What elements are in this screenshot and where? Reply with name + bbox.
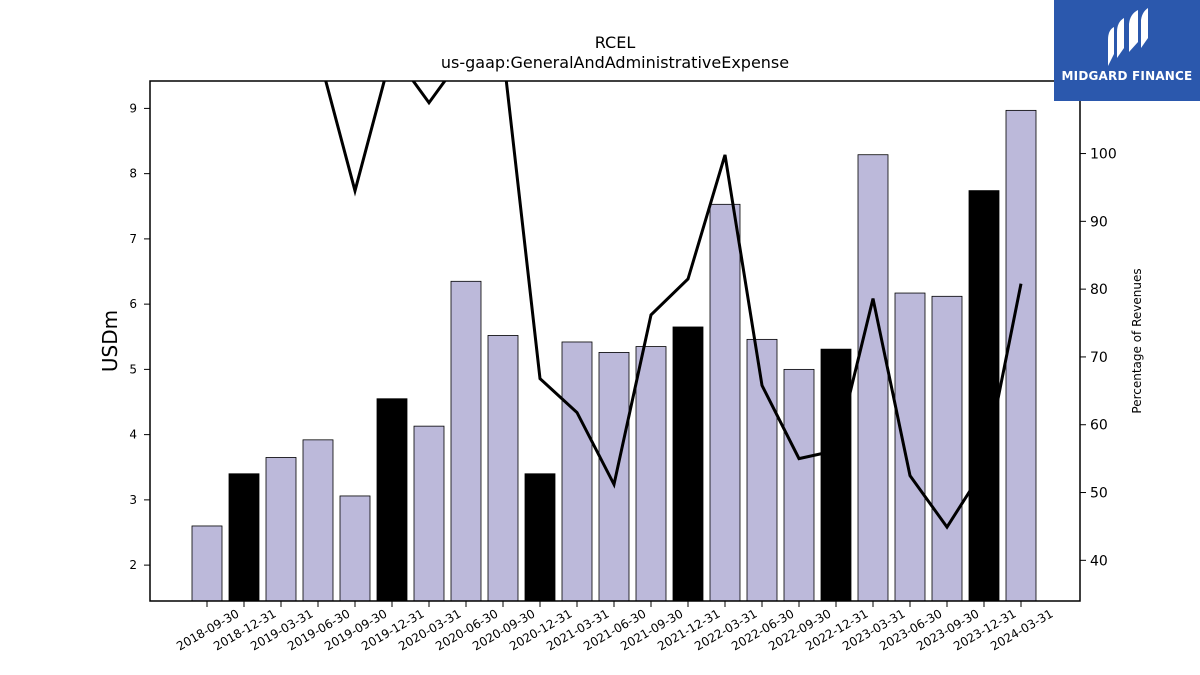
bar-2018-12-31 — [228, 473, 260, 601]
bar-2021-03-31 — [561, 341, 593, 601]
y2-tick-label: 60 — [1090, 418, 1108, 434]
plot-frame — [149, 80, 1081, 602]
bar-2020-06-30 — [450, 280, 482, 601]
bar-2019-09-30 — [339, 495, 371, 601]
bar-2023-12-31 — [968, 190, 1000, 601]
y-tick-label: 4 — [129, 428, 137, 442]
bar-2023-09-30 — [931, 295, 963, 601]
bar-2023-06-30 — [894, 292, 926, 601]
bar-2019-12-31 — [376, 398, 408, 601]
brand-logo: MIDGARD FINANCE — [1054, 0, 1200, 101]
y2-tick-label: 100 — [1090, 147, 1117, 163]
y-axis-label: USDm — [98, 310, 122, 372]
y2-tick-label: 90 — [1090, 214, 1108, 230]
y-tick-label: 8 — [129, 167, 137, 181]
bar-2023-03-31 — [857, 154, 889, 601]
y-tick-label: 3 — [129, 493, 137, 507]
bar-2020-12-31 — [524, 473, 556, 601]
y-axis: 2 3 4 5 6 7 8 9 — [129, 101, 150, 572]
chart-title: RCEL — [595, 33, 636, 52]
bar-2021-12-31 — [672, 326, 704, 601]
y-tick-label: 9 — [129, 101, 137, 115]
y2-tick-label: 80 — [1090, 282, 1108, 298]
bar-2019-03-31 — [265, 457, 297, 601]
bar-2024-03-31 — [1005, 109, 1037, 601]
midgard-logo-icon — [1108, 8, 1148, 66]
y-tick-label: 5 — [129, 362, 137, 376]
bar-2021-09-30 — [635, 346, 667, 601]
bar-2020-03-31 — [413, 425, 445, 601]
bar-2022-03-31 — [709, 203, 741, 601]
line-layer — [324, 81, 1023, 530]
bar-2020-09-30 — [487, 335, 519, 601]
brand-name: MIDGARD FINANCE — [1061, 69, 1193, 83]
bar-2021-06-30 — [598, 352, 630, 601]
bars-layer — [191, 109, 1037, 601]
bar-2022-09-30 — [783, 368, 815, 601]
y-tick-label: 7 — [129, 232, 137, 246]
x-axis: 2018-09-302018-12-312019-03-312019-06-30… — [174, 601, 1056, 653]
bar-2018-09-30 — [191, 525, 223, 601]
bar-2022-12-31 — [820, 348, 852, 601]
y2-axis-label: Percentage of Revenues — [1130, 268, 1144, 413]
y2-tick-label: 70 — [1090, 350, 1108, 366]
y-tick-label: 6 — [129, 297, 137, 311]
bar-2019-06-30 — [302, 439, 334, 601]
chart-subtitle: us-gaap:GeneralAndAdministrativeExpense — [441, 53, 789, 72]
y-tick-label: 2 — [129, 558, 137, 572]
y2-tick-label: 40 — [1090, 553, 1108, 569]
series-line — [324, 81, 1023, 530]
y2-axis: 40 50 60 70 80 90 100 — [1080, 147, 1117, 569]
y2-tick-label: 50 — [1090, 486, 1108, 502]
